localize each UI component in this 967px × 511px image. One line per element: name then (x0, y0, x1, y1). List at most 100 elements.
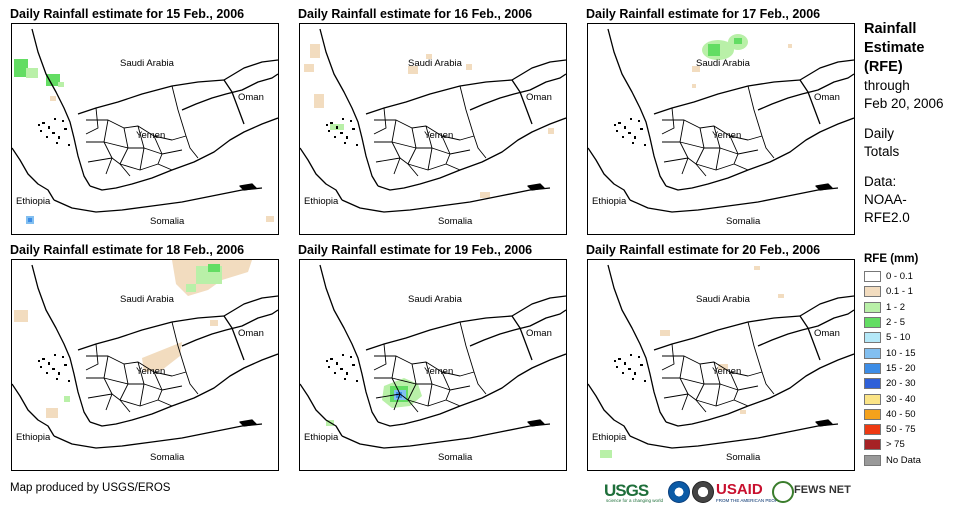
legend-label: 5 - 10 (886, 332, 911, 344)
legend-label: 15 - 20 (886, 362, 916, 374)
map-frame: Saudi Arabia Oman Yemen Ethiopia Somalia (11, 23, 279, 235)
fews-net-logo: FEWS NET (794, 484, 851, 496)
legend-swatch (864, 393, 881, 405)
rain-overlay (300, 28, 566, 213)
legend-swatch (864, 286, 881, 298)
legend-item: 1 - 2 (864, 300, 921, 315)
legend-label: 0.1 - 1 (886, 286, 913, 298)
map-panel-6: Daily Rainfall estimate for 20 Feb., 200… (586, 243, 876, 479)
legend-label: 0 - 0.1 (886, 271, 913, 283)
label-somalia: Somalia (726, 452, 761, 463)
legend-swatch (864, 347, 881, 359)
rain-patches (692, 34, 792, 88)
legend-label: 2 - 5 (886, 317, 906, 329)
rain-patches (600, 266, 784, 458)
panel-title: Daily Rainfall estimate for 15 Feb., 200… (10, 7, 245, 21)
legend-label: 50 - 75 (886, 424, 916, 436)
legend-item: 10 - 15 (864, 345, 921, 360)
label-oman: Oman (526, 92, 552, 103)
rain-overlay (588, 264, 854, 458)
legend-item: 0 - 0.1 (864, 269, 921, 284)
legend-item: 15 - 20 (864, 361, 921, 376)
rain-overlay (12, 28, 278, 224)
label-yemen: Yemen (424, 130, 454, 141)
map-panel-3: Daily Rainfall estimate for 17 Feb., 200… (586, 7, 876, 243)
panel-title: Daily Rainfall estimate for 18 Feb., 200… (10, 243, 245, 257)
label-saudi-arabia: Saudi Arabia (696, 294, 750, 305)
through-label: through (864, 78, 910, 93)
legend-heading-line2: Estimate (864, 40, 925, 56)
legend-heading-line1: Rainfall (864, 21, 917, 37)
panel-title: Daily Rainfall estimate for 17 Feb., 200… (586, 7, 821, 21)
label-oman: Oman (526, 328, 552, 339)
label-yemen: Yemen (712, 366, 742, 377)
legend-label: 1 - 2 (886, 301, 906, 313)
label-saudi-arabia: Saudi Arabia (696, 58, 750, 69)
usaid-tagline: FROM THE AMERICAN PEOPLE (716, 498, 784, 503)
panel-title: Daily Rainfall estimate for 19 Feb., 200… (298, 243, 533, 257)
label-saudi-arabia: Saudi Arabia (408, 294, 462, 305)
end-date: Feb 20, 2006 (864, 96, 944, 111)
legend-swatch (864, 317, 881, 329)
map-panel-5: Daily Rainfall estimate for 19 Feb., 200… (298, 243, 588, 479)
legend-swatch (864, 271, 881, 283)
label-somalia: Somalia (150, 452, 185, 463)
legend-item: No Data (864, 453, 921, 468)
legend-label: 20 - 30 (886, 378, 916, 390)
label-ethiopia: Ethiopia (592, 432, 627, 443)
legend-title: RFE (mm) (864, 253, 919, 265)
legend-item: 0.1 - 1 (864, 284, 921, 299)
legend-swatch (864, 454, 881, 466)
legend: 0 - 0.1 0.1 - 1 1 - 2 2 - 5 5 - 10 10 - 15 15 … (864, 269, 921, 468)
legend-label: 40 - 50 (886, 408, 916, 420)
legend-swatch (864, 332, 881, 344)
legend-sidebar: Rainfall Estimate (RFE) through Feb 20, … (864, 20, 964, 227)
totals-label: Totals (864, 144, 900, 159)
noaa-logo (668, 481, 690, 503)
legend-label: 30 - 40 (886, 393, 916, 405)
label-ethiopia: Ethiopia (592, 196, 627, 207)
legend-swatch (864, 301, 881, 313)
rain-patches (14, 59, 274, 224)
legend-label: 10 - 15 (886, 347, 916, 359)
map-credit: Map produced by USGS/EROS (10, 482, 171, 494)
map-panel-4: Daily Rainfall estimate for 18 Feb., 200… (10, 243, 300, 479)
legend-heading-line3: (RFE) (864, 59, 903, 75)
label-saudi-arabia: Saudi Arabia (120, 294, 174, 305)
daily-label: Daily (864, 126, 895, 141)
legend-item: 5 - 10 (864, 330, 921, 345)
panel-title: Daily Rainfall estimate for 16 Feb., 200… (298, 7, 533, 21)
label-ethiopia: Ethiopia (16, 196, 51, 207)
label-ethiopia: Ethiopia (304, 432, 339, 443)
map-frame: Saudi Arabia Oman Yemen Ethiopia Somalia (299, 259, 567, 471)
map-frame: Saudi Arabia Oman Yemen Ethiopia Somalia (11, 259, 279, 471)
label-oman: Oman (238, 92, 264, 103)
label-oman: Oman (814, 328, 840, 339)
label-ethiopia: Ethiopia (16, 432, 51, 443)
legend-label: No Data (886, 454, 921, 466)
map-frame: Saudi Arabia Oman Yemen Ethiopia Somalia (299, 23, 567, 235)
legend-label: > 75 (886, 439, 905, 451)
legend-item: 2 - 5 (864, 315, 921, 330)
usgs-logo: USGS (604, 481, 649, 500)
legend-swatch (864, 378, 881, 390)
label-yemen: Yemen (136, 366, 166, 377)
legend-item: 30 - 40 (864, 391, 921, 406)
map-panel-2: Daily Rainfall estimate for 16 Feb., 200… (298, 7, 588, 243)
label-somalia: Somalia (726, 216, 761, 227)
label-saudi-arabia: Saudi Arabia (408, 58, 462, 69)
label-somalia: Somalia (438, 452, 473, 463)
usgs-tagline: science for a changing world (606, 498, 664, 503)
usaid-logo: USAID (716, 481, 763, 498)
rain-patches (326, 378, 422, 426)
rain-overlay (300, 264, 566, 449)
data-source-2: RFE2.0 (864, 210, 910, 225)
label-ethiopia: Ethiopia (304, 196, 339, 207)
map-panel-1: Daily Rainfall estimate for 15 Feb., 200… (10, 7, 300, 243)
rain-patches (14, 260, 252, 418)
legend-item: > 75 (864, 437, 921, 452)
map-frame: Saudi Arabia Oman Yemen Ethiopia Somalia (587, 23, 855, 235)
legend-swatch (864, 362, 881, 374)
label-yemen: Yemen (136, 130, 166, 141)
legend-swatch (864, 424, 881, 436)
